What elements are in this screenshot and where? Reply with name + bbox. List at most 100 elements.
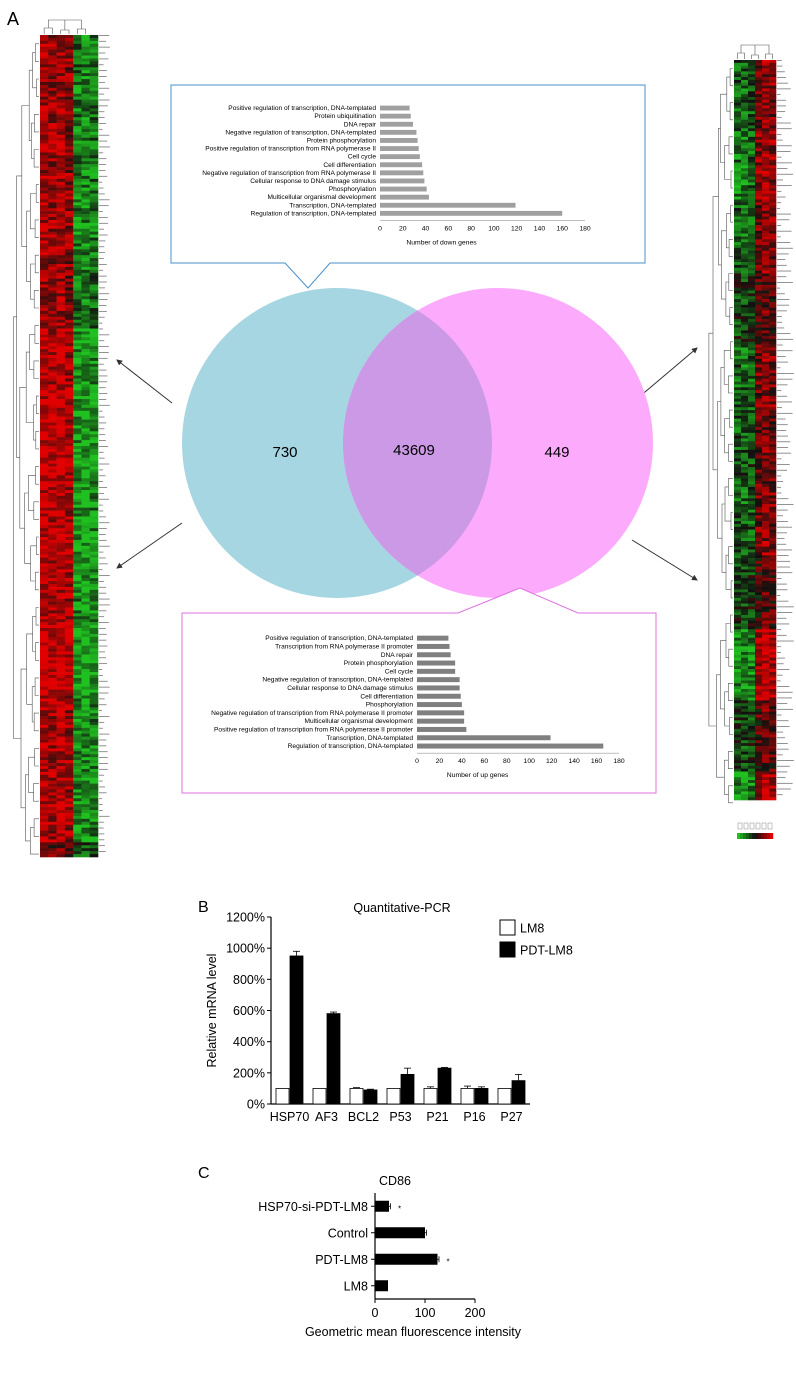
- heatmap-cell: [734, 686, 742, 690]
- heatmap-cell: [56, 780, 66, 784]
- heatmap-cell: [741, 509, 749, 513]
- row-label-mark: [99, 375, 108, 377]
- heatmap-cell: [769, 666, 777, 670]
- heatmap-cell: [40, 557, 49, 561]
- heatmap-cell: [734, 652, 742, 656]
- row-label-mark: [777, 361, 789, 363]
- heatmap-cell: [89, 419, 99, 423]
- heatmap-cell: [48, 407, 57, 412]
- heatmap-cell: [748, 600, 756, 604]
- heatmap-cell: [56, 595, 66, 599]
- heatmap-cell: [769, 424, 777, 428]
- heatmap-cell: [48, 724, 57, 729]
- heatmap-cell: [73, 780, 82, 784]
- heatmap-cell: [89, 780, 99, 784]
- heatmap-cell: [81, 369, 91, 373]
- heatmap-cell: [64, 619, 74, 623]
- heatmap-cell: [762, 122, 770, 126]
- heatmap-cell: [762, 222, 770, 226]
- heatmap-cell: [755, 461, 763, 465]
- heatmap-cell: [64, 751, 74, 755]
- heatmap-cell: [48, 704, 57, 708]
- heatmap-cell: [56, 636, 66, 641]
- heatmap-cell: [40, 337, 49, 341]
- heatmap-cell: [762, 390, 770, 394]
- heatmap-cell: [89, 551, 99, 555]
- heatmap-cell: [762, 455, 770, 459]
- row-label-mark: [99, 674, 103, 676]
- row-label-mark: [777, 236, 781, 238]
- heatmap-cell: [48, 654, 57, 658]
- heatmap-cell: [762, 245, 770, 249]
- y-tick-label: HSP70-si-PDT-LM8: [258, 1200, 368, 1214]
- heatmap-cell: [56, 848, 66, 852]
- heatmap-cell: [81, 296, 91, 300]
- heatmap-cell: [73, 419, 82, 423]
- venn-intersection-count: 43609: [393, 442, 435, 459]
- heatmap-cell: [73, 305, 82, 309]
- heatmap-cell: [734, 646, 742, 650]
- heatmap-cell: [56, 222, 66, 227]
- heatmap-cell: [748, 276, 756, 280]
- heatmap-cell: [56, 557, 66, 561]
- heatmap-cell: [81, 460, 91, 464]
- heatmap-cell: [48, 569, 57, 573]
- heatmap-cell: [769, 102, 777, 106]
- heatmap-cell: [48, 698, 57, 702]
- heatmap-cell: [741, 85, 749, 89]
- heatmap-cell: [40, 475, 49, 479]
- heatmap-cell: [769, 136, 777, 140]
- heatmap-cell: [741, 259, 749, 263]
- heatmap-cell: [40, 52, 49, 56]
- heatmap-cell: [755, 245, 763, 249]
- heatmap-cell: [81, 140, 91, 144]
- heatmap-cell: [81, 472, 91, 476]
- heatmap-cell: [81, 510, 91, 514]
- heatmap-cell: [48, 202, 57, 206]
- row-label-mark: [99, 815, 110, 817]
- heatmap-cell: [73, 457, 82, 461]
- heatmap-cell: [755, 421, 763, 425]
- heatmap-cell: [741, 660, 749, 664]
- heatmap-cell: [73, 167, 82, 171]
- heatmap-cell: [748, 521, 756, 525]
- color-key-swatch: [740, 833, 744, 839]
- heatmap-cell: [741, 717, 749, 721]
- heatmap-cell: [64, 686, 74, 690]
- heatmap-cell: [40, 128, 49, 133]
- heatmap-cell: [89, 469, 99, 473]
- heatmap-cell: [73, 469, 82, 473]
- heatmap-cell: [56, 328, 66, 332]
- heatmap-cell: [748, 290, 756, 294]
- heatmap-cell: [89, 654, 99, 658]
- heatmap-cell: [56, 287, 66, 291]
- heatmap-cell: [89, 249, 99, 253]
- heatmap-cell: [48, 598, 57, 602]
- heatmap-cell: [748, 689, 756, 693]
- heatmap-cell: [748, 321, 756, 325]
- heatmap-cell: [741, 649, 749, 653]
- heatmap-cell: [56, 149, 66, 153]
- heatmap-cell: [73, 328, 82, 332]
- row-label-mark: [99, 851, 106, 852]
- heatmap-cell: [64, 410, 74, 415]
- heatmap-cell: [48, 821, 57, 826]
- heatmap-cell: [56, 666, 66, 670]
- go-bar: [417, 743, 604, 749]
- heatmap-cell: [762, 572, 770, 576]
- heatmap-cell: [748, 415, 756, 419]
- heatmap-cell: [748, 259, 756, 263]
- heatmap-cell: [734, 575, 742, 579]
- heatmap-cell: [81, 340, 91, 344]
- heatmap-cell: [81, 528, 91, 532]
- heatmap-cell: [73, 202, 82, 206]
- heatmap-cell: [48, 319, 57, 323]
- heatmap-cell: [741, 643, 749, 647]
- heatmap-cell: [755, 370, 763, 374]
- heatmap-cell: [734, 492, 742, 496]
- heatmap-cell: [73, 563, 82, 567]
- heatmap-cell: [762, 185, 770, 189]
- heatmap-cell: [748, 603, 756, 607]
- heatmap-cell: [48, 454, 57, 459]
- go-bar: [380, 202, 516, 208]
